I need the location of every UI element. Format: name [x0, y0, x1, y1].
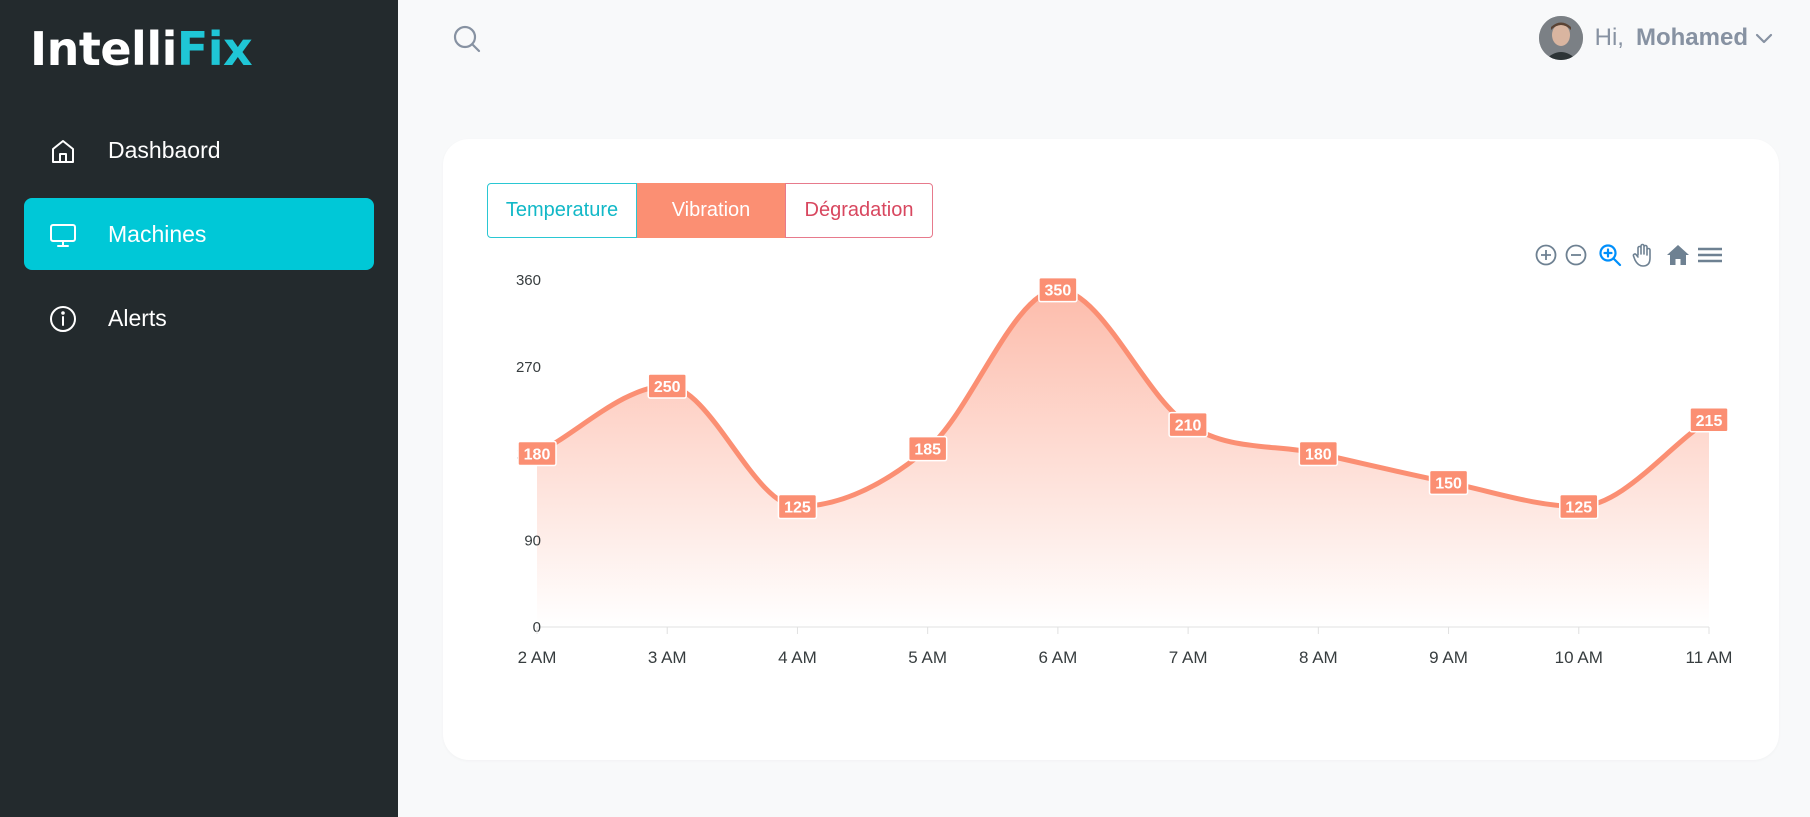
zoom-in-icon[interactable] — [1533, 242, 1559, 268]
y-tick-label: 90 — [524, 532, 541, 549]
sidebar-item-label: Machines — [108, 220, 207, 247]
series-area-fill — [537, 289, 1709, 627]
data-label: 125 — [784, 500, 811, 517]
data-label: 180 — [1305, 447, 1332, 464]
chevron-down-icon[interactable] — [1754, 28, 1774, 48]
reset-home-icon[interactable] — [1665, 242, 1691, 268]
home-icon — [52, 140, 74, 163]
x-tick-label: 3 AM — [648, 648, 687, 667]
sidebar-item-alerts[interactable]: Alerts — [24, 282, 374, 354]
data-label-box — [907, 435, 948, 462]
data-label-box — [1298, 440, 1339, 467]
sidebar-item-label: Dashbaord — [108, 136, 221, 163]
x-tick-label: 5 AM — [908, 648, 947, 667]
data-label-box — [1559, 493, 1599, 520]
zoom-out-icon[interactable] — [1563, 242, 1589, 268]
user-name[interactable]: Mohamed — [1635, 24, 1748, 51]
data-label-box — [517, 440, 557, 467]
vibration-area-chart: 0901802703602 AM3 AM4 AM5 AM6 AM7 AM8 AM… — [516, 272, 1733, 667]
menu-icon[interactable] — [1697, 242, 1723, 268]
data-label-box — [1689, 407, 1729, 433]
sidebar-item-dashboard[interactable]: Dashbaord — [24, 114, 374, 186]
data-label-box — [647, 373, 687, 399]
tab-temperature[interactable]: Temperature — [487, 183, 637, 238]
info-icon — [50, 306, 76, 332]
x-tick-label: 9 AM — [1429, 648, 1468, 667]
x-tick-label: 11 AM — [1686, 648, 1733, 667]
data-label: 210 — [1175, 418, 1202, 435]
data-label: 350 — [1045, 283, 1072, 300]
logo-text-part2: Fix — [176, 22, 253, 76]
data-label: 185 — [914, 442, 941, 459]
data-label-box — [1038, 276, 1078, 303]
data-label: 125 — [1565, 500, 1592, 517]
app-logo[interactable]: IntelliFix — [30, 22, 253, 76]
sidebar-item-label: Alerts — [108, 304, 167, 331]
user-menu[interactable]: Hi, Mohamed — [1538, 16, 1774, 60]
y-tick-label: 270 — [516, 359, 541, 376]
selection-zoom-icon[interactable] — [1597, 242, 1623, 268]
data-label-box — [1428, 469, 1469, 496]
pan-hand-icon[interactable] — [1630, 242, 1656, 268]
data-label: 180 — [524, 447, 551, 464]
data-label: 250 — [654, 379, 681, 396]
x-tick-label: 6 AM — [1039, 648, 1078, 667]
avatar-image — [1538, 16, 1583, 60]
y-tick-label: 360 — [516, 272, 541, 289]
logo-text-part1: Intelli — [30, 22, 177, 76]
x-tick-label: 10 AM — [1555, 648, 1603, 667]
tab-degradation[interactable]: Dégradation — [785, 183, 933, 238]
monitor-icon — [50, 224, 76, 247]
series-line — [534, 287, 1712, 510]
tab-vibration[interactable]: Vibration — [637, 183, 785, 238]
x-tick-label: 2 AM — [518, 648, 557, 667]
x-tick-label: 8 AM — [1299, 648, 1338, 667]
avatar[interactable] — [1538, 16, 1583, 60]
x-tick-label: 4 AM — [778, 648, 817, 667]
data-label: 215 — [1696, 413, 1723, 430]
data-label: 150 — [1435, 475, 1462, 492]
sidebar: IntelliFix Dashbaord Machines Alerts — [0, 0, 398, 817]
x-tick-label: 7 AM — [1169, 648, 1208, 667]
data-label-box — [777, 493, 818, 520]
greeting: Hi, — [1594, 24, 1624, 51]
search-icon[interactable] — [452, 24, 482, 54]
metric-tabs: Temperature Vibration Dégradation — [487, 183, 933, 238]
sidebar-item-machines[interactable]: Machines — [24, 198, 374, 270]
data-label-box — [1168, 411, 1208, 438]
